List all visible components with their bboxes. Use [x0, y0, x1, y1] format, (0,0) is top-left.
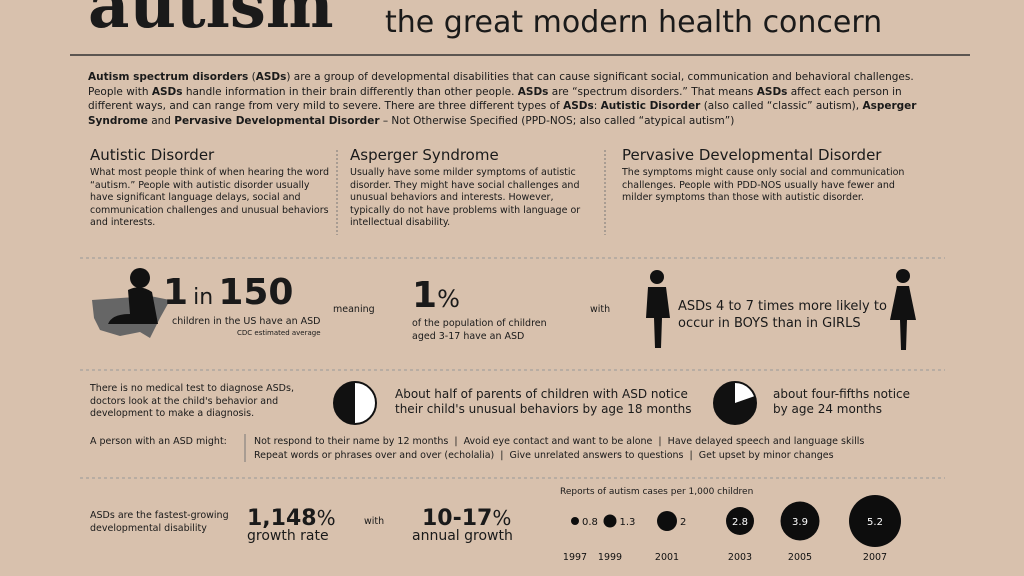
text: Asperger Syndrome — [88, 100, 917, 127]
bubble-label: 1.3 — [620, 517, 636, 528]
text: A person with an ASD might: — [90, 436, 227, 447]
text: Pervasive Developmental Disorder — [174, 114, 380, 127]
boy-icon — [650, 270, 664, 284]
text: growth rate — [247, 528, 329, 544]
year-label: 2007 — [863, 552, 887, 563]
text: ASDs are the fastest-growing development… — [90, 510, 229, 534]
text: CDC estimated average — [237, 329, 321, 337]
text: – Not Otherwise Specified (PPD-NOS; also… — [379, 114, 735, 127]
text: There is no medical test to diagnose ASD… — [90, 383, 294, 419]
bubble — [603, 514, 617, 528]
year-label: 2003 — [728, 552, 752, 563]
year-label: 2001 — [655, 552, 679, 563]
text: Autistic Disorder — [600, 100, 701, 112]
text: of the population of children aged 3-17 … — [412, 318, 547, 342]
text: annual growth — [412, 528, 513, 544]
text: about four-fifths notice by age 24 month… — [773, 387, 911, 416]
text: Pervasive Developmental Disorder — [622, 146, 882, 164]
girl-icon — [896, 269, 910, 283]
text: % — [437, 285, 460, 313]
text: ASDs 4 to 7 times more likely to occur i… — [678, 299, 887, 331]
text: ASDs — [151, 85, 183, 98]
text: Autism spectrum disorders — [88, 71, 249, 83]
bubble-label: 2.8 — [732, 517, 748, 528]
text: ASDs — [517, 85, 549, 98]
text: % — [316, 506, 336, 530]
text: ASDs — [563, 100, 594, 112]
text: with — [590, 304, 611, 315]
text: children in the US have an ASD — [172, 316, 321, 327]
bubble-label: 2 — [680, 517, 686, 528]
text: Usually have some milder symptoms of aut… — [350, 167, 581, 228]
text: 1 — [412, 275, 438, 316]
text: : — [593, 100, 601, 112]
bubble — [571, 517, 579, 525]
bubble-label: 3.9 — [792, 517, 808, 528]
text: ASDs — [255, 71, 287, 83]
bubble-label: 0.8 — [582, 517, 598, 528]
text: handle information in their brain differ… — [182, 85, 518, 98]
text: Not respond to their name by 12 months |… — [254, 436, 865, 447]
subtitle: the great modern health concern — [385, 5, 883, 40]
bubble — [657, 511, 677, 531]
text: are “spectrum disorders.” That means — [548, 85, 757, 98]
year-label: 2005 — [788, 552, 812, 563]
text: 10-17 — [422, 506, 493, 531]
text: (also called “classic” autism), — [700, 100, 863, 112]
year-label: 1999 — [598, 552, 622, 563]
text: affect each person in different ways, an… — [88, 85, 902, 113]
bubble — [849, 495, 901, 547]
text: and — [147, 114, 175, 127]
text: About half of parents of children with A… — [395, 387, 692, 416]
bubble-label: 5.2 — [867, 517, 883, 528]
text: What most people think of when hearing t… — [90, 167, 330, 228]
text: The symptoms might cause only social and… — [622, 167, 905, 203]
text: 1,148 — [247, 506, 317, 531]
text: ( — [248, 71, 256, 83]
intro: Autism spectrum disorders (ASDs) are a g… — [88, 70, 928, 128]
child-icon — [130, 268, 150, 288]
text: 1 — [163, 272, 189, 313]
bubble — [780, 501, 820, 541]
year-label: 1997 — [563, 552, 587, 563]
text: meaning — [333, 304, 375, 315]
text: Reports of autism cases per 1,000 childr… — [560, 487, 754, 497]
text: 150 — [218, 272, 294, 313]
title: autism — [88, 0, 334, 43]
text: Autistic Disorder — [90, 146, 215, 164]
text: with — [364, 516, 385, 527]
reports-chart: 0.8 1997 1.3 1999 2 2001 2.8 2003 3.9 2005 5.2 2007 — [563, 495, 901, 563]
text: in — [193, 285, 214, 310]
text: ) are a group of developmental disabilit… — [88, 71, 914, 98]
text: % — [492, 506, 512, 530]
text: ASDs — [756, 85, 788, 98]
text: Repeat words or phrases over and over (e… — [254, 450, 834, 461]
text: Asperger Syndrome — [350, 146, 499, 164]
bubble — [726, 507, 754, 535]
